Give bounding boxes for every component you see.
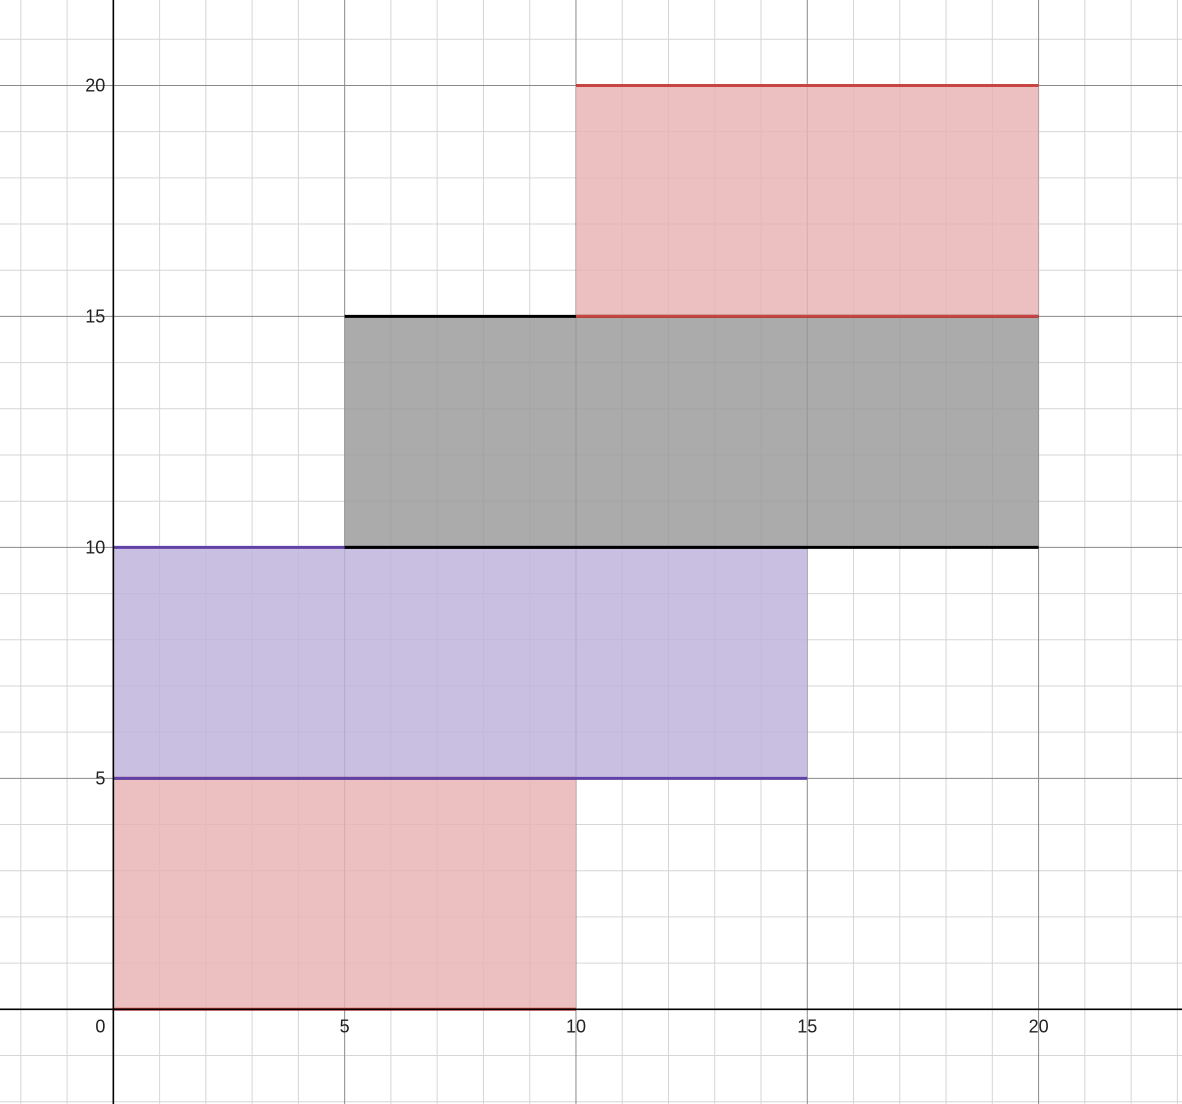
y-tick-label: 10 [85,537,105,557]
shaded-region-1 [113,778,576,1010]
shaded-regions [113,83,1039,1011]
y-tick-label: 5 [95,768,105,788]
x-tick-label: 15 [797,1016,817,1036]
shaded-region-2 [113,547,808,779]
y-tick-label: 15 [85,306,105,326]
origin-label: 0 [95,1016,105,1036]
shaded-region-3 [344,316,1039,548]
shaded-region-4 [575,85,1039,317]
x-tick-label: 10 [566,1016,586,1036]
x-tick-label: 20 [1029,1016,1049,1036]
y-tick-label: 20 [85,75,105,95]
tick-labels: 5 10 15 20 5 10 15 20 0 [85,75,1048,1036]
x-tick-label: 5 [340,1016,350,1036]
